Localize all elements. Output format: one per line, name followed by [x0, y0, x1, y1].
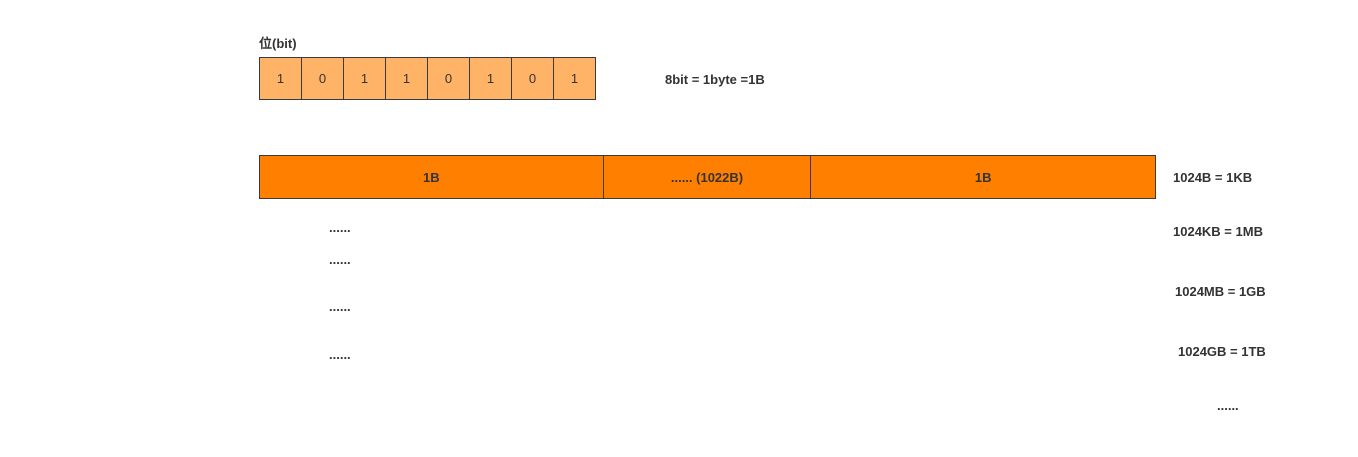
bit-byte-equation: 8bit = 1byte =1B	[665, 72, 765, 87]
bit-cell: 0	[511, 57, 554, 100]
ellipsis: ......	[329, 220, 351, 235]
bit-cell: 0	[427, 57, 470, 100]
bit-row: 1 0 1 1 0 1 0 1	[259, 57, 603, 100]
ellipsis: ......	[329, 252, 351, 267]
byte-row: 1B ...... (1022B) 1B	[259, 155, 1156, 199]
bit-cell: 1	[343, 57, 386, 100]
conversion-gb: 1024MB = 1GB	[1175, 284, 1266, 299]
byte-cell-first: 1B	[259, 155, 604, 199]
byte-cell-middle: ...... (1022B)	[602, 155, 812, 199]
ellipsis: ......	[329, 347, 351, 362]
conversion-kb: 1024B = 1KB	[1173, 170, 1253, 185]
conversion-mb: 1024KB = 1MB	[1173, 224, 1263, 239]
bit-title: 位(bit)	[259, 36, 297, 51]
bit-cell: 0	[301, 57, 344, 100]
byte-cell-last: 1B	[810, 155, 1156, 199]
bit-cell: 1	[469, 57, 512, 100]
ellipsis: ......	[1217, 398, 1239, 413]
bit-cell: 1	[259, 57, 302, 100]
conversion-tb: 1024GB = 1TB	[1178, 344, 1266, 359]
ellipsis: ......	[329, 299, 351, 314]
bit-cell: 1	[385, 57, 428, 100]
bit-cell: 1	[553, 57, 596, 100]
